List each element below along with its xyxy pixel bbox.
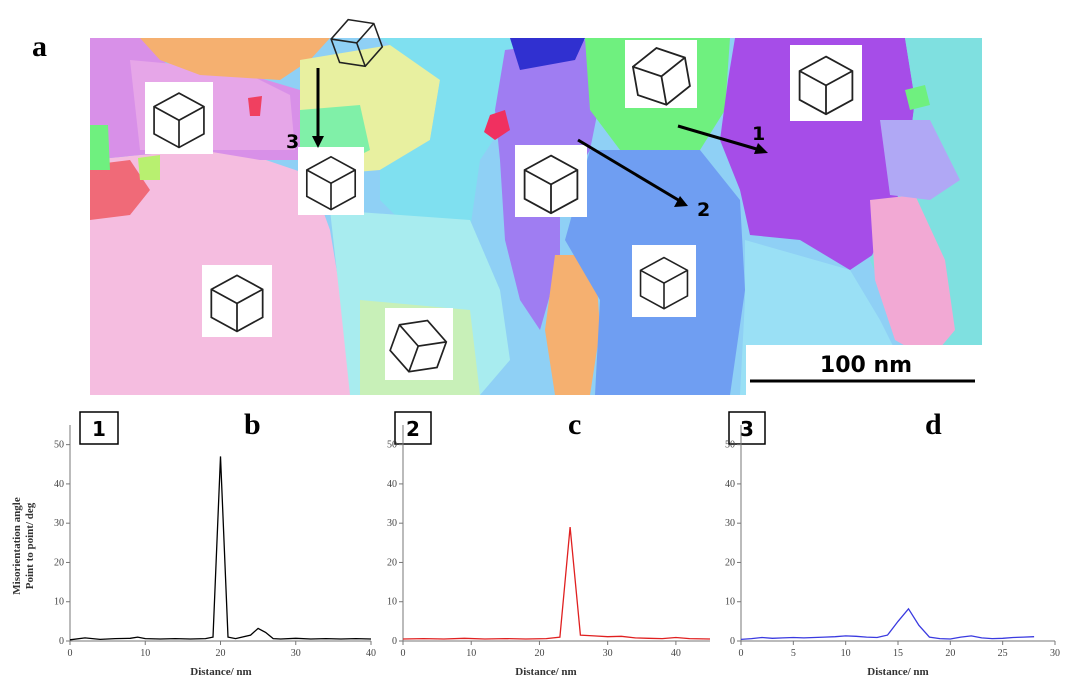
orientation-map: 1 2 3 100 nm [90, 11, 982, 395]
y-tick-label: 30 [725, 518, 735, 529]
arrow-1 [677, 124, 761, 152]
cube-icon [384, 308, 453, 382]
x-tick-label: 0 [401, 648, 406, 659]
cube-icon [298, 147, 364, 215]
arrow-head-icon [312, 136, 324, 148]
profile-number: 3 [740, 417, 754, 441]
x-tick-label: 0 [68, 648, 73, 659]
profile-number-box [394, 411, 432, 445]
line-label-2: 2 [697, 199, 710, 221]
x-tick-label: 20 [534, 648, 544, 659]
x-tick-label: 30 [1050, 648, 1060, 659]
y-tick-label: 10 [387, 597, 397, 608]
x-tick-label: 20 [945, 648, 955, 659]
line-label-3: 3 [286, 131, 299, 153]
profile-number-box [728, 411, 766, 445]
y-tick-label: 50 [54, 440, 64, 451]
y-tick-label: 40 [54, 479, 64, 490]
x-axis-label: Distance/ nm [190, 666, 251, 678]
x-tick-label: 10 [841, 648, 851, 659]
y-tick-label: 10 [725, 597, 735, 608]
y-tick-label: 20 [725, 557, 735, 568]
y-axis-label-line2: Point to point/ deg [24, 502, 36, 589]
scale-bar-label: 100 nm [820, 353, 912, 378]
grain-green-small-right [905, 85, 930, 110]
y-tick-label: 50 [387, 440, 397, 451]
cube-icon [202, 265, 272, 337]
profile-number: 1 [92, 417, 106, 441]
grain-red-center [484, 110, 510, 140]
y-tick-label: 40 [725, 479, 735, 490]
arrow-2 [577, 138, 681, 203]
grain-purple [720, 38, 915, 270]
x-tick-label: 5 [791, 648, 796, 659]
profile-number: 2 [406, 417, 420, 441]
series-line [402, 527, 711, 640]
y-tick-label: 30 [54, 518, 64, 529]
y-axis-label-line1: Misorientation angle [11, 497, 23, 595]
y-tick-label: 10 [54, 597, 64, 608]
grain-orange-center [545, 255, 600, 395]
x-axis-label: Distance/ nm [515, 666, 576, 678]
misorientation-plot-3: 3 Distance/ nm 0 5 10 15 20 25 30 0 10 20 30 40 50 [725, 411, 1060, 678]
x-tick-label: 10 [140, 648, 150, 659]
grain-pink-right [870, 195, 955, 360]
y-tick-label: 0 [392, 636, 397, 647]
panel-label-a: a [32, 30, 47, 63]
grain-red-left [90, 160, 150, 220]
y-tick-label: 50 [725, 440, 735, 451]
grain-green-left [90, 125, 110, 170]
x-tick-label: 40 [366, 648, 376, 659]
misorientation-plot-1: 1 Misorientation angle Point to point/ d… [11, 411, 376, 678]
grain-lime-left [138, 155, 160, 180]
plot-axes: 0 5 10 15 20 25 30 0 10 20 30 40 50 [725, 425, 1060, 659]
grain-lavender-right [880, 120, 960, 200]
y-tick-label: 20 [387, 557, 397, 568]
panel-label-b: b [244, 408, 261, 441]
y-tick-label: 40 [387, 479, 397, 490]
misorientation-plot-2: 2 Distance/ nm 0 10 20 30 40 0 10 20 30 40 50 [387, 411, 711, 678]
x-tick-label: 25 [998, 648, 1008, 659]
cube-icon [625, 40, 697, 111]
profile-arrows [312, 68, 768, 207]
series-line [740, 607, 1035, 641]
x-tick-label: 15 [893, 648, 903, 659]
cube-icon [632, 245, 696, 317]
panel-label-d: d [925, 408, 942, 441]
arrow-head-icon [754, 143, 768, 154]
grain-orange-top [140, 38, 330, 80]
x-tick-label: 30 [291, 648, 301, 659]
panel-label-c: c [568, 408, 582, 441]
x-tick-label: 30 [603, 648, 613, 659]
profile-number-box [79, 411, 119, 445]
series-line [69, 456, 372, 641]
y-tick-label: 20 [54, 557, 64, 568]
cube-icon [790, 45, 862, 121]
y-tick-label: 30 [387, 518, 397, 529]
cube-icon [515, 145, 587, 217]
x-tick-label: 20 [216, 648, 226, 659]
plot-axes: 0 10 20 30 40 0 10 20 30 40 50 [54, 425, 376, 659]
grain-cyan [380, 38, 520, 240]
arrow-head-icon [674, 196, 688, 207]
crystal-cubes [145, 11, 862, 382]
x-tick-label: 0 [739, 648, 744, 659]
x-tick-label: 40 [671, 648, 681, 659]
y-tick-label: 0 [730, 636, 735, 647]
y-tick-label: 0 [59, 636, 64, 647]
grain-red-small [248, 96, 262, 116]
grain-navy [510, 38, 585, 70]
plot-axes: 0 10 20 30 40 0 10 20 30 40 50 [387, 425, 710, 659]
line-label-1: 1 [752, 123, 765, 145]
x-axis-label: Distance/ nm [867, 666, 928, 678]
cube-icon [145, 82, 213, 154]
scale-bar-box [746, 345, 982, 395]
x-tick-label: 10 [466, 648, 476, 659]
